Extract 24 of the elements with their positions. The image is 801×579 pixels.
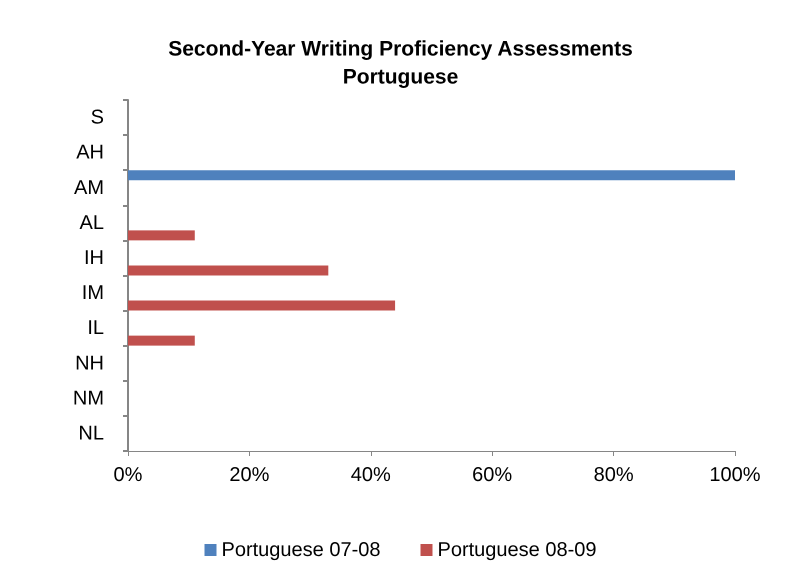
x-tick-label: 40% <box>350 464 392 486</box>
x-tick-label: 100% <box>709 464 761 486</box>
y-tick-label: AH <box>76 142 104 164</box>
y-tick-label: AM <box>74 176 104 199</box>
bar <box>128 170 735 180</box>
x-tick-label: 0% <box>114 464 143 486</box>
y-tick-label: AL <box>80 212 104 234</box>
x-tick-label: 80% <box>594 464 634 486</box>
x-tick-label: 60% <box>472 464 512 486</box>
chart-title: Second-Year Writing Proficiency Assessments Portuguese <box>168 38 633 88</box>
bar <box>128 265 328 276</box>
y-tick-label: NH <box>75 352 104 374</box>
y-tick-label: IM <box>82 282 104 304</box>
legend-label: Portuguese 08-09 <box>438 539 597 561</box>
y-tick-label: IH <box>84 246 104 269</box>
y-tick-label: S <box>90 106 104 129</box>
y-tick-label: NL <box>78 422 104 444</box>
y-tick-label: IL <box>87 317 104 340</box>
bar <box>128 300 396 311</box>
x-tick-label: 20% <box>229 464 270 486</box>
legend-label: Portuguese 07-08 <box>221 539 381 561</box>
bar <box>128 230 195 240</box>
bar <box>128 336 195 346</box>
y-tick-label: NM <box>72 387 104 410</box>
